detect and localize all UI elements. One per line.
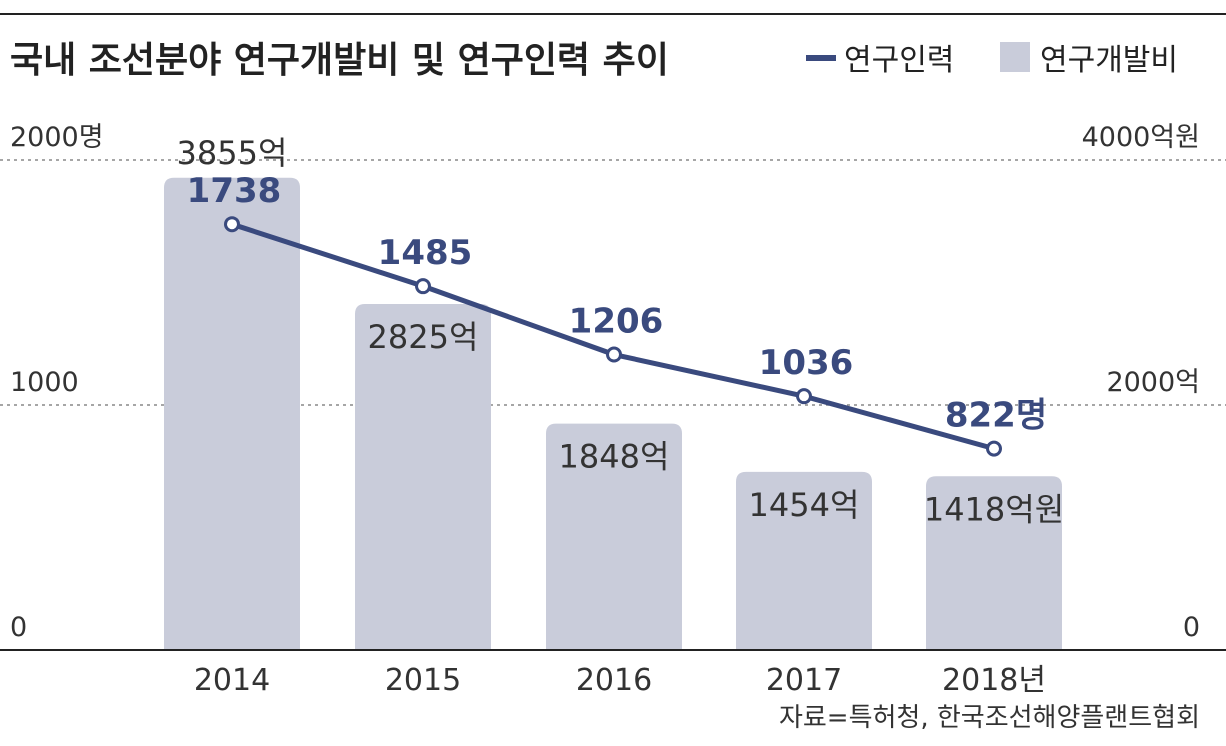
left-axis-label-2000: 2000명 bbox=[10, 122, 104, 153]
x-tick-labels: 2014 2015 2016 2017 2018년 bbox=[194, 663, 1046, 698]
bar-value-label: 3855억 bbox=[177, 134, 288, 172]
legend-bar-swatch bbox=[1000, 42, 1030, 72]
bar-value-label: 1418억원 bbox=[924, 490, 1064, 528]
x-tick-label: 2017 bbox=[766, 663, 842, 698]
bar bbox=[164, 177, 300, 650]
x-tick-label: 2015 bbox=[385, 663, 461, 698]
left-axis-label-0: 0 bbox=[10, 612, 27, 643]
line-point bbox=[796, 388, 812, 405]
bar bbox=[355, 303, 491, 650]
line-series: 1738 1485 1206 1036 822명 bbox=[187, 171, 1047, 457]
bar bbox=[546, 423, 682, 650]
legend-label-line: 연구인력 bbox=[844, 43, 954, 78]
bar-value-labels: 3855억 2825억 1848억 1454억 1418억원 bbox=[177, 134, 1065, 529]
bar bbox=[926, 476, 1062, 650]
line-value-label: 1206 bbox=[569, 302, 664, 342]
legend: 연구인력 연구개발비 bbox=[806, 42, 1178, 78]
line-point bbox=[415, 278, 431, 295]
bars bbox=[164, 177, 1062, 650]
bar-value-label: 1848억 bbox=[559, 438, 670, 476]
left-axis-label-1000: 1000 bbox=[10, 367, 79, 398]
chart-title: 국내 조선분야 연구개발비 및 연구인력 추이 bbox=[10, 40, 669, 81]
right-axis-label-2000: 2000억 bbox=[1106, 367, 1200, 398]
line-value-label: 1485 bbox=[378, 233, 473, 273]
right-axis-label-4000: 4000억원 bbox=[1082, 122, 1200, 153]
line-point bbox=[224, 216, 240, 233]
right-axis-label-0: 0 bbox=[1183, 612, 1200, 643]
bar-value-label: 1454억 bbox=[749, 486, 860, 524]
line-point bbox=[606, 346, 622, 363]
bar bbox=[736, 471, 872, 650]
bar-value-label: 2825억 bbox=[368, 318, 479, 356]
source-note: 자료=특허청, 한국조선해양플랜트협회 bbox=[779, 703, 1200, 733]
x-tick-label: 2016 bbox=[576, 663, 652, 698]
legend-label-bar: 연구개발비 bbox=[1040, 43, 1178, 78]
line-value-label: 1738 bbox=[187, 171, 282, 211]
line-point bbox=[986, 440, 1002, 457]
x-tick-label: 2018년 bbox=[942, 663, 1046, 698]
x-tick-label: 2014 bbox=[194, 663, 270, 698]
line-value-label: 1036 bbox=[759, 343, 854, 383]
line-value-label: 822명 bbox=[945, 396, 1047, 436]
